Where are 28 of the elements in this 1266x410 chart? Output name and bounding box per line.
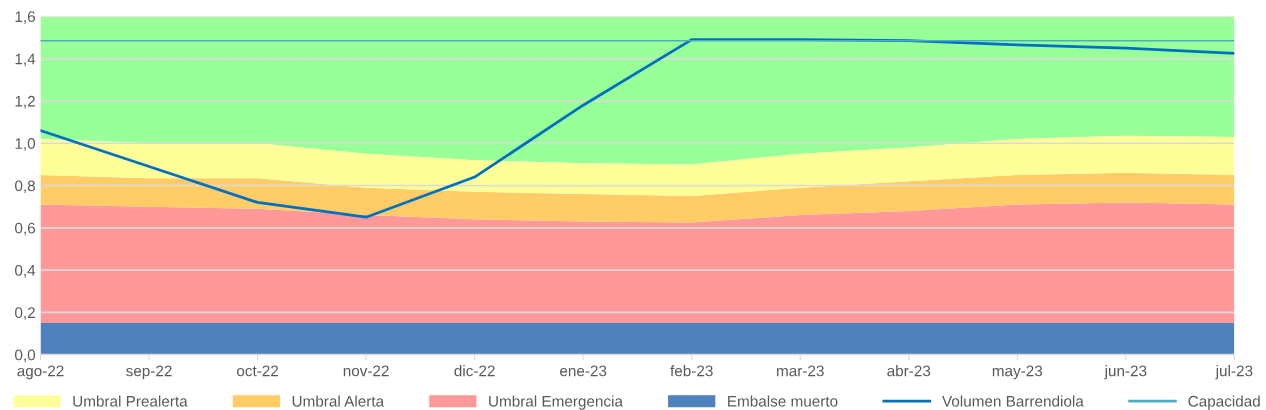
- y-tick-label: 0,2: [15, 307, 35, 320]
- x-tick-label: feb-23: [670, 365, 713, 377]
- x-tick-label: ago-22: [17, 365, 64, 380]
- y-tick-label: 0,6: [15, 222, 35, 236]
- x-tick-label: ene-23: [560, 365, 607, 377]
- x-tick-label: oct-22: [236, 365, 279, 377]
- x-tick-label: abr-23: [887, 365, 931, 377]
- y-tick-label: 1,6: [15, 11, 35, 24]
- line-series: [40, 38, 1235, 219]
- legend-label: Capacidad: [1188, 395, 1260, 410]
- x-tick-label: sep-22: [126, 365, 172, 380]
- legend-label: Volumen Barrendiola: [942, 395, 1084, 407]
- legend-label: Embalse muerto: [728, 395, 838, 407]
- x-tick-label: mar-23: [777, 365, 824, 377]
- legend-label: Umbral Alerta: [292, 395, 385, 407]
- x-tick-label: jun-23: [1104, 365, 1147, 380]
- x-tick-label: jul-23: [1215, 365, 1253, 380]
- x-tick-label: may-23: [992, 365, 1043, 380]
- x-tick-label: nov-22: [343, 365, 389, 377]
- y-tick-label: 1,2: [15, 95, 35, 109]
- y-tick-label: 0,0: [15, 349, 36, 363]
- x-tick-label: dic-22: [454, 365, 495, 377]
- legend-label: Umbral Emergencia: [489, 395, 623, 410]
- y-tick-label: 0,4: [15, 264, 36, 278]
- y-tick-label: 1,4: [15, 53, 36, 67]
- legend-label: Umbral Prealerta: [73, 395, 188, 407]
- y-tick-label: 1,0: [15, 138, 36, 151]
- y-tick-label: 0,8: [15, 180, 35, 194]
